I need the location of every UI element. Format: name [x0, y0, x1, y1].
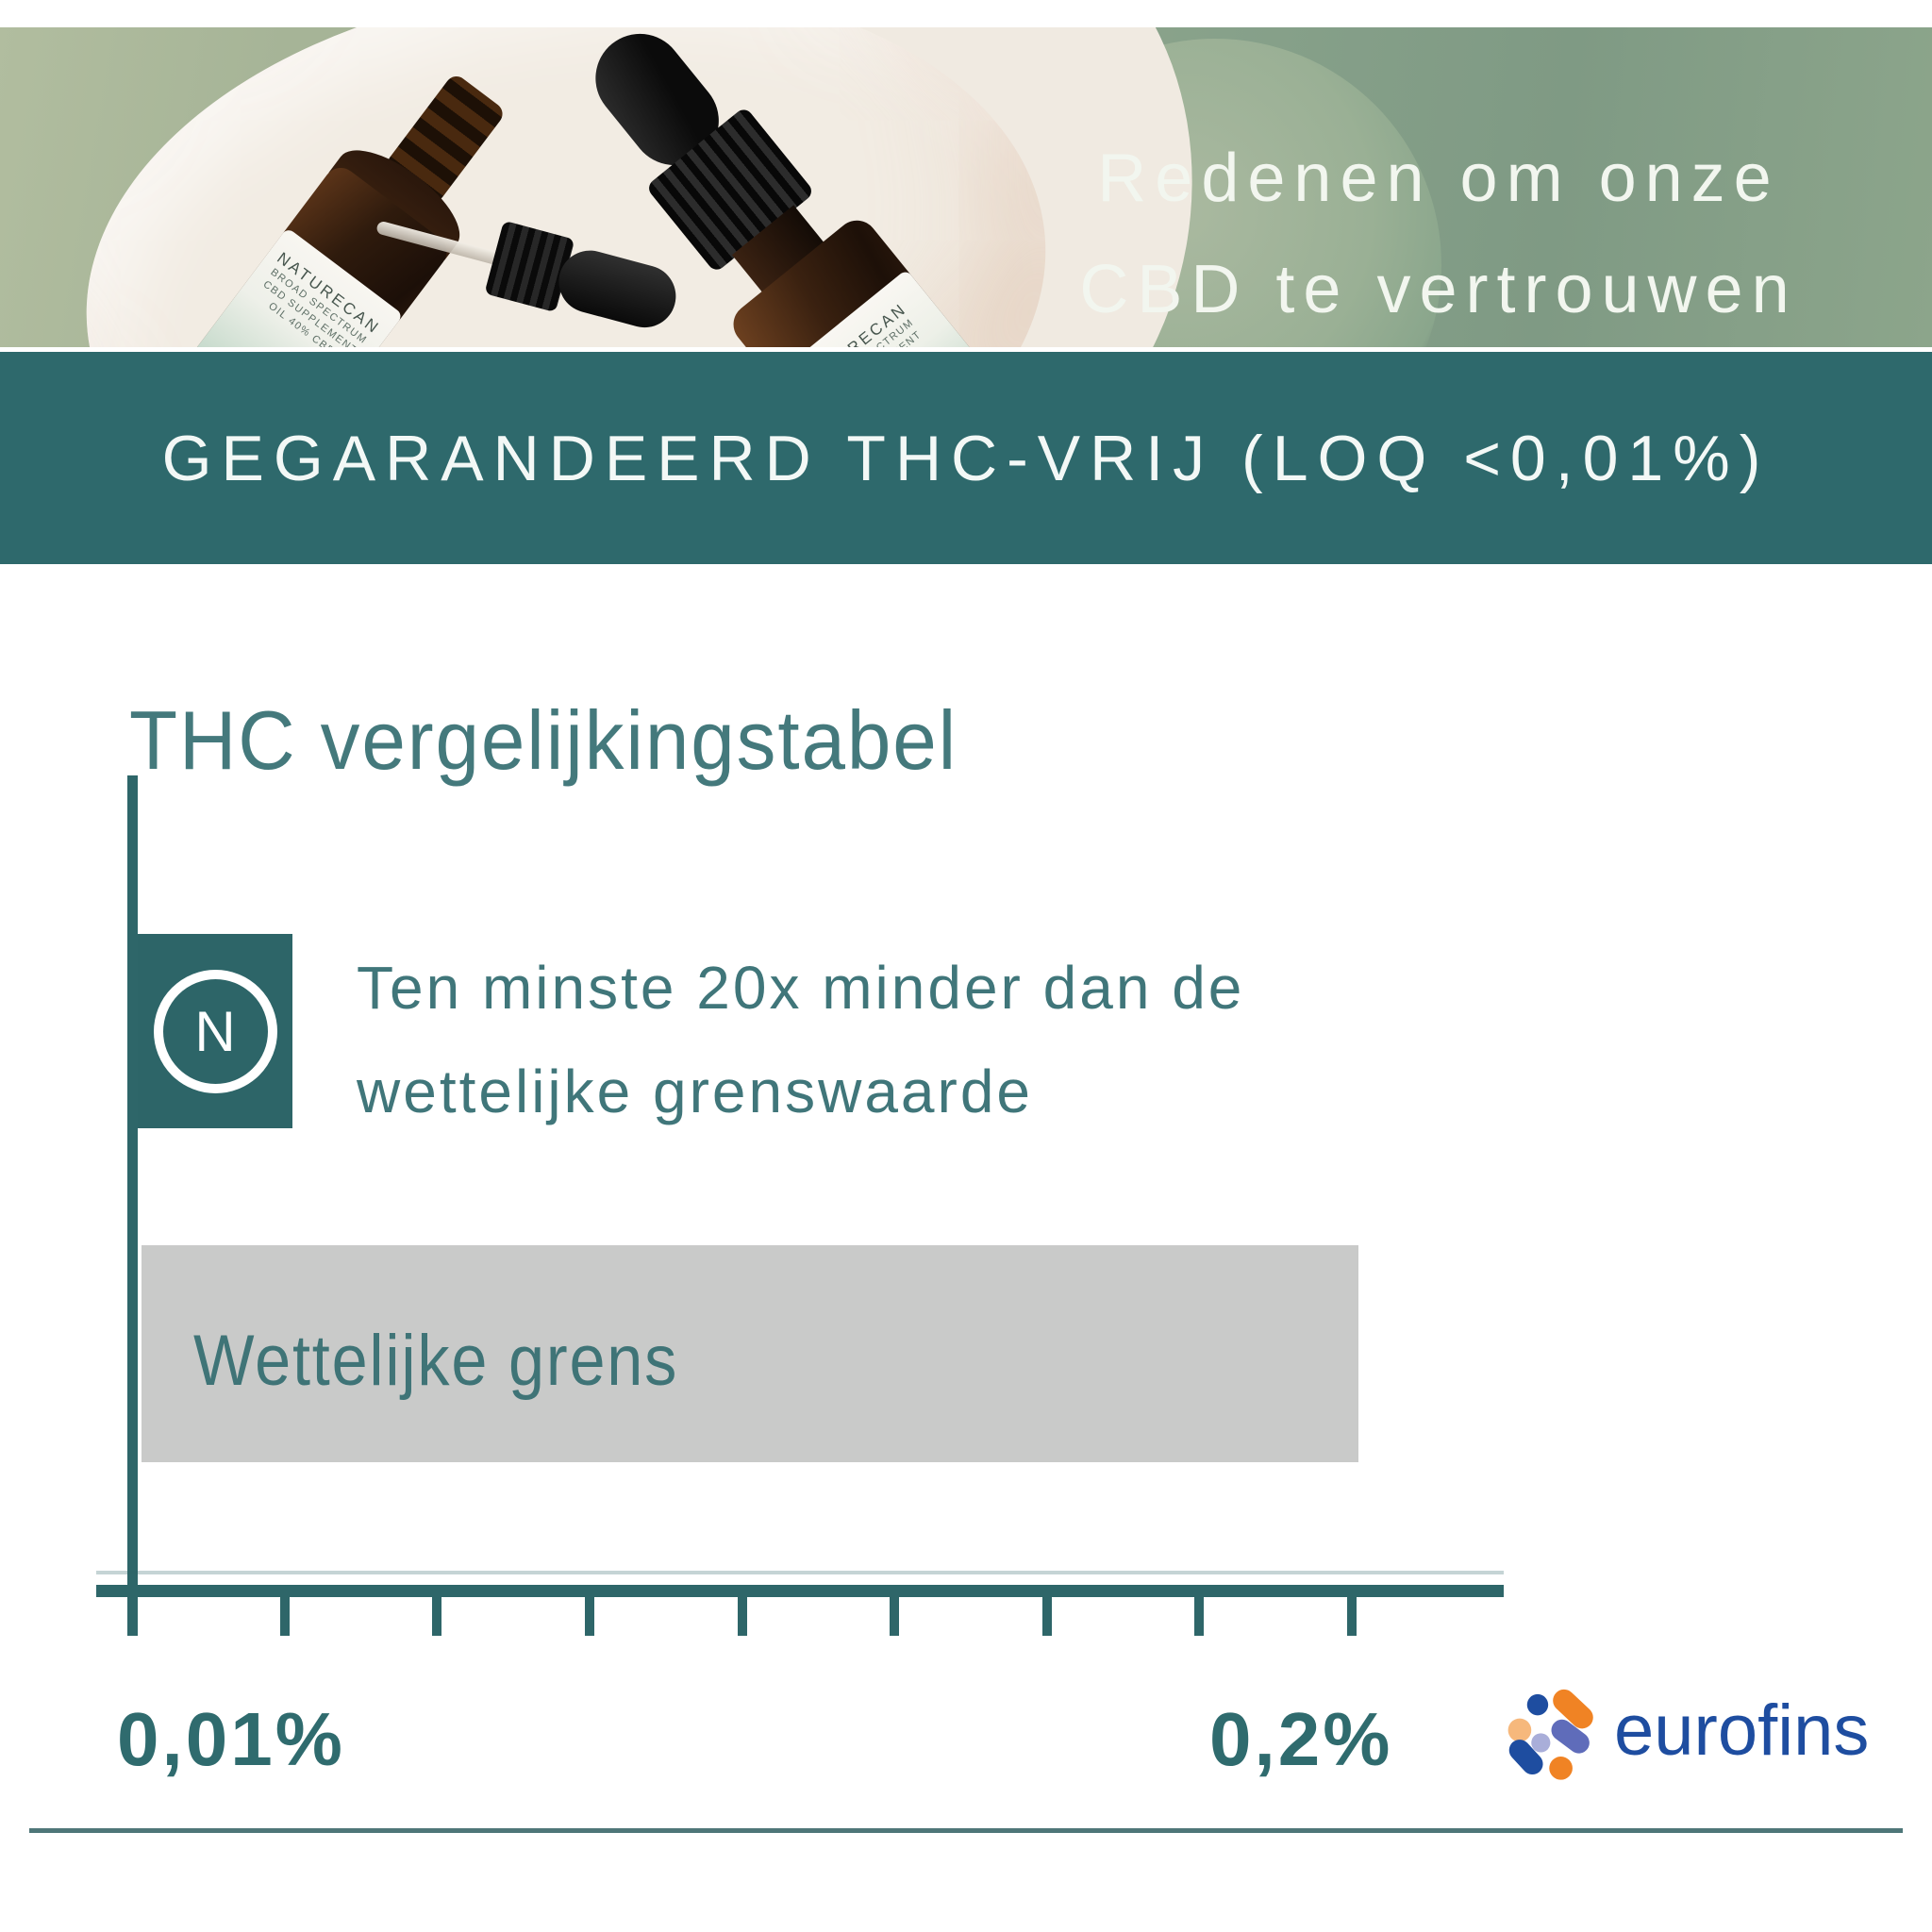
dropper-bulb	[552, 243, 683, 335]
footer-divider	[29, 1828, 1903, 1833]
naturecan-marker: N	[138, 934, 292, 1128]
dropper-collar	[484, 220, 575, 313]
eurofins-molecule-icon	[1507, 1689, 1593, 1780]
x-label-min: 0,01%	[117, 1697, 345, 1781]
eurofins-logo: eurofins	[1503, 1677, 1869, 1783]
x-axis-tick	[1347, 1585, 1357, 1636]
x-axis-tick	[584, 1585, 594, 1636]
chart-annotation-line2: wettelijke grenswaarde	[357, 1058, 1033, 1125]
x-axis-tick	[1194, 1585, 1205, 1636]
legal-limit-bar: Wettelijke grens	[142, 1245, 1358, 1462]
x-axis-tick	[1041, 1585, 1052, 1636]
y-axis	[127, 775, 138, 1636]
dropper-pipette	[375, 220, 508, 268]
legal-limit-bar-label: Wettelijke grens	[193, 1320, 679, 1401]
x-axis-tick	[432, 1585, 442, 1636]
x-label-max: 0,2%	[1209, 1697, 1393, 1781]
x-axis	[96, 1585, 1504, 1597]
banner-headline: Redenen om onze CBD te vertrouwen	[1075, 123, 1802, 345]
hero-photo: NATURECAN BROAD SPECTRUM CBD SUPPLEMENT …	[0, 27, 1932, 347]
chart-title: THC vergelijkingstabel	[129, 693, 958, 787]
guarantee-ribbon-text: GEGARANDEERD THC-VRIJ (LOQ <0,01%)	[161, 422, 1771, 494]
guarantee-ribbon: GEGARANDEERD THC-VRIJ (LOQ <0,01%)	[0, 352, 1932, 564]
x-axis-tick	[890, 1585, 900, 1636]
naturecan-letter: N	[194, 999, 236, 1063]
x-axis-tick	[279, 1585, 290, 1636]
eurofins-wordmark: eurofins	[1614, 1690, 1870, 1771]
x-axis-tick	[127, 1585, 137, 1636]
naturecan-circle-icon: N	[153, 969, 277, 1093]
banner-headline-line2: CBD te vertrouwen	[1079, 252, 1798, 327]
x-axis-ticks	[127, 1585, 1357, 1636]
x-axis-shadow	[96, 1571, 1504, 1574]
chart-annotation: Ten minste 20x minder dan de wettelijke …	[357, 936, 1244, 1143]
x-axis-tick	[737, 1585, 747, 1636]
banner-headline-line1: Redenen om onze	[1097, 141, 1780, 216]
chart-annotation-line1: Ten minste 20x minder dan de	[357, 954, 1245, 1022]
